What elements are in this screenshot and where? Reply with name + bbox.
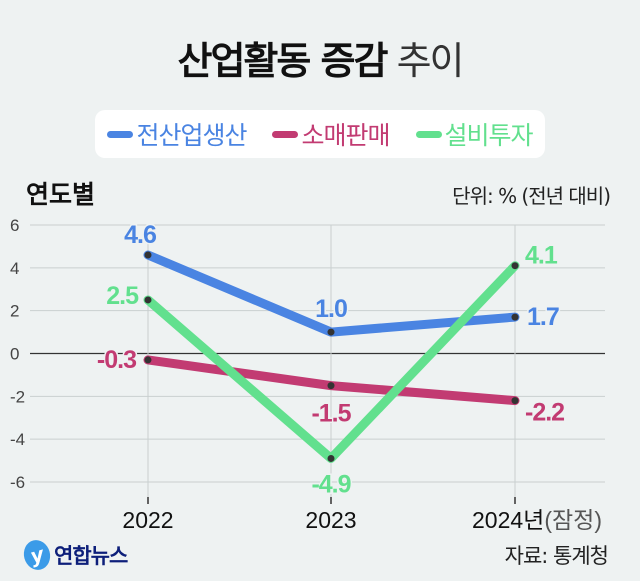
x-tick-label: 2024년(잠정) <box>472 507 602 533</box>
data-point <box>144 251 152 259</box>
data-point <box>511 262 519 270</box>
data-label: 4.6 <box>124 221 156 249</box>
data-point <box>511 313 519 321</box>
legend: 전산업생산 소매판매 설비투자 <box>95 110 545 158</box>
x-tick-label: 2022 <box>122 507 173 533</box>
legend-swatch <box>415 130 442 138</box>
y-tick-label: -6 <box>10 473 25 492</box>
y-tick-label: -2 <box>10 387 25 406</box>
data-label: -4.9 <box>311 470 350 498</box>
data-label: 2.5 <box>106 282 139 310</box>
title-light: 추이 <box>396 39 465 83</box>
legend-item: 설비투자 <box>415 116 534 152</box>
unit-label: 단위: % (전년 대비) <box>452 184 611 208</box>
data-label: 1.7 <box>527 303 559 331</box>
logo-text: 연합뉴스 <box>54 544 128 568</box>
legend-swatch <box>272 130 299 138</box>
y-tick-label: -4 <box>10 430 25 449</box>
y-tick-label: 4 <box>10 259 19 278</box>
yonhap-logo: y 연합뉴스 <box>20 537 128 573</box>
legend-label: 설비투자 <box>444 121 534 150</box>
data-point <box>327 328 335 336</box>
y-tick-label: 2 <box>10 302 19 321</box>
title-bold: 산업활동 증감 <box>177 39 388 83</box>
legend-label: 소매판매 <box>301 121 390 150</box>
data-point <box>511 397 519 405</box>
legend-item: 전산업생산 <box>107 116 247 152</box>
y-tick-label: 0 <box>10 345 19 364</box>
data-point <box>144 296 152 304</box>
y-tick-label: 6 <box>10 216 19 235</box>
legend-item: 소매판매 <box>272 116 391 152</box>
x-category-suffix: (잠정) <box>544 507 602 533</box>
data-label: -2.2 <box>525 399 564 427</box>
data-label: 4.1 <box>525 242 558 270</box>
chart-title: 산업활동 증감 추이 <box>0 30 640 85</box>
legend-label: 전산업생산 <box>136 121 247 150</box>
x-category: 2022 <box>122 507 173 533</box>
data-point <box>144 356 152 364</box>
x-category: 2024년 <box>472 507 544 533</box>
data-label: 1.0 <box>315 295 347 323</box>
legend-swatch <box>107 130 134 138</box>
source: 자료: 통계청 <box>504 544 609 568</box>
data-point <box>327 382 335 390</box>
data-label: -0.3 <box>97 346 136 374</box>
logo-icon: y <box>20 537 54 573</box>
data-point <box>327 454 335 462</box>
subtitle: 연도별 <box>26 180 96 209</box>
x-tick-label: 2023 <box>305 507 356 533</box>
x-category: 2023 <box>305 507 356 533</box>
data-label: -1.5 <box>311 400 351 428</box>
